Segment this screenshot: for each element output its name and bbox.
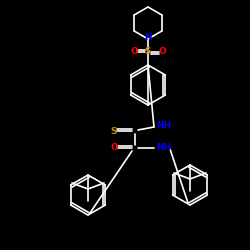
Text: O: O [158, 48, 166, 56]
Text: N: N [144, 32, 152, 42]
Text: NH: NH [156, 144, 172, 152]
Text: O: O [110, 144, 118, 152]
Text: S: S [145, 48, 151, 56]
Text: O: O [130, 48, 138, 56]
Text: S: S [111, 126, 117, 136]
Text: NH: NH [156, 122, 172, 130]
